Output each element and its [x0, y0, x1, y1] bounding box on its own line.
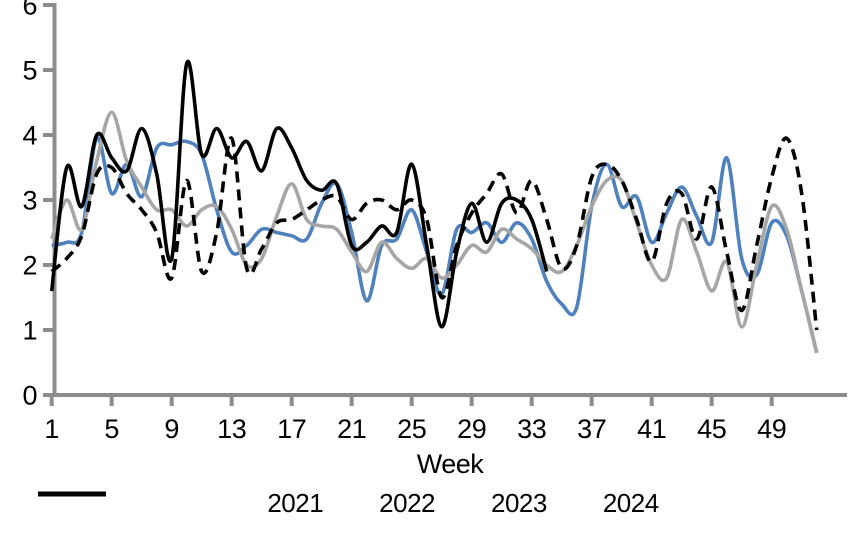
x-tick-label: 49 [757, 414, 786, 444]
legend-item-2024: 2024 [38, 488, 659, 518]
series-line-2023 [50, 136, 819, 331]
x-tick-label: 45 [697, 414, 726, 444]
y-tick-label: 4 [22, 121, 37, 151]
x-tick-label: 1 [44, 414, 59, 444]
x-tick-label: 9 [164, 414, 179, 444]
legend-label: 2023 [491, 488, 547, 518]
x-tick-label: 21 [337, 414, 366, 444]
y-tick-label: 1 [22, 316, 37, 346]
legend-item-2022: 2022 [38, 488, 435, 518]
legend-item-2021: 2021 [38, 488, 324, 518]
x-tick-label: 5 [104, 414, 119, 444]
legend: 2021 2022 2023 2024 [37, 490, 852, 517]
y-tick-label: 5 [22, 56, 37, 86]
series-line-2022 [49, 110, 819, 354]
x-tick-label: 29 [457, 414, 486, 444]
series-line-2024 [49, 59, 549, 329]
series-line-2021 [51, 136, 819, 354]
legend-label: 2024 [602, 488, 659, 518]
legend-label: 2022 [379, 488, 435, 518]
x-tick-label: 41 [637, 414, 666, 444]
legend-line-2024-icon [38, 491, 106, 497]
x-tick-label: 17 [277, 414, 306, 444]
y-tick-label: 2 [22, 251, 37, 281]
x-tick-label: 13 [217, 414, 246, 444]
x-tick-label: 33 [517, 414, 546, 444]
y-tick-label: 3 [22, 186, 37, 216]
legend-label: 2021 [267, 488, 324, 518]
x-axis-title: Week [416, 449, 484, 479]
y-tick-label: 0 [22, 381, 37, 411]
y-tick-label: 6 [22, 0, 37, 21]
legend-item-2023: 2023 [38, 488, 547, 518]
x-tick-label: 25 [397, 414, 426, 444]
x-tick-label: 37 [577, 414, 606, 444]
